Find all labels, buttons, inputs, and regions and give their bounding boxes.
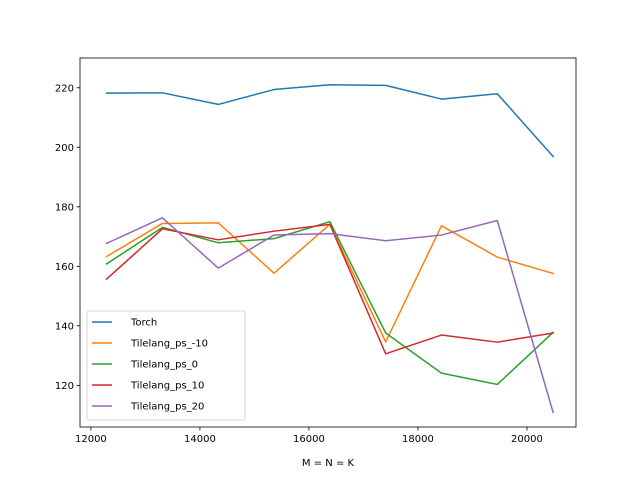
y-tick-label-2: 160 [55,262,74,273]
legend-label-0: Torch [130,318,157,329]
x-tick-label-3: 18000 [402,434,434,445]
plot-frame [79,57,577,428]
legend: Torch Tilelang_ps_-10 Tilelang_ps_0 Tilelan… [86,310,246,421]
y-tick-label-0: 120 [55,381,74,392]
y-tick-label-1: 140 [55,321,74,332]
series-line-0 [105,84,555,158]
y-tick-label-5: 220 [55,83,74,94]
legend-label-3: Tilelang_ps_10 [130,381,204,392]
series-layer [105,84,555,414]
y-tick-label-4: 200 [55,143,74,154]
x-tick-label-0: 12000 [75,434,107,445]
legend-label-1: Tilelang_ps_-10 [130,339,208,350]
series-line-4 [105,217,555,414]
legend-label-2: Tilelang_ps_0 [130,360,198,371]
x-axis-label: M = N = K [302,458,355,469]
axes-layer: 12000 14000 16000 18000 20000 120 140 160 180 200… [55,57,577,445]
x-tick-label-2: 16000 [293,434,325,445]
series-line-3 [105,223,554,355]
y-tick-label-3: 180 [55,202,74,213]
legend-box [86,310,246,421]
legend-label-4: Tilelang_ps_20 [130,402,204,413]
x-tick-label-4: 20000 [511,434,543,445]
x-tick-label-1: 14000 [184,434,216,445]
